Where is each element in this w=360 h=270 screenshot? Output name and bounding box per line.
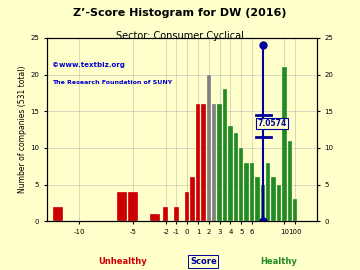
- Bar: [185, 192, 189, 221]
- Bar: [244, 163, 249, 221]
- Bar: [163, 207, 168, 221]
- Bar: [217, 104, 222, 221]
- Text: Healthy: Healthy: [261, 257, 297, 266]
- Bar: [288, 141, 292, 221]
- Bar: [266, 163, 270, 221]
- Text: 7.0574: 7.0574: [257, 119, 287, 128]
- Bar: [228, 126, 233, 221]
- Text: ©www.textbiz.org: ©www.textbiz.org: [52, 62, 125, 68]
- Bar: [207, 75, 211, 221]
- Bar: [239, 148, 243, 221]
- Bar: [190, 177, 195, 221]
- Text: Unhealthy: Unhealthy: [98, 257, 147, 266]
- Bar: [277, 185, 281, 221]
- Bar: [261, 185, 265, 221]
- Text: Sector: Consumer Cyclical: Sector: Consumer Cyclical: [116, 31, 244, 41]
- Text: The Research Foundation of SUNY: The Research Foundation of SUNY: [52, 80, 172, 85]
- Bar: [201, 104, 206, 221]
- Bar: [196, 104, 200, 221]
- Y-axis label: Number of companies (531 total): Number of companies (531 total): [18, 66, 27, 193]
- Bar: [234, 133, 238, 221]
- Bar: [212, 104, 216, 221]
- Bar: [174, 207, 179, 221]
- Bar: [150, 214, 160, 221]
- Text: Score: Score: [190, 257, 217, 266]
- Bar: [223, 89, 227, 221]
- Bar: [128, 192, 138, 221]
- Bar: [271, 177, 276, 221]
- Bar: [117, 192, 127, 221]
- Bar: [255, 177, 260, 221]
- Text: Z’-Score Histogram for DW (2016): Z’-Score Histogram for DW (2016): [73, 8, 287, 18]
- Bar: [293, 199, 297, 221]
- Bar: [53, 207, 63, 221]
- Bar: [282, 67, 287, 221]
- Bar: [250, 163, 254, 221]
